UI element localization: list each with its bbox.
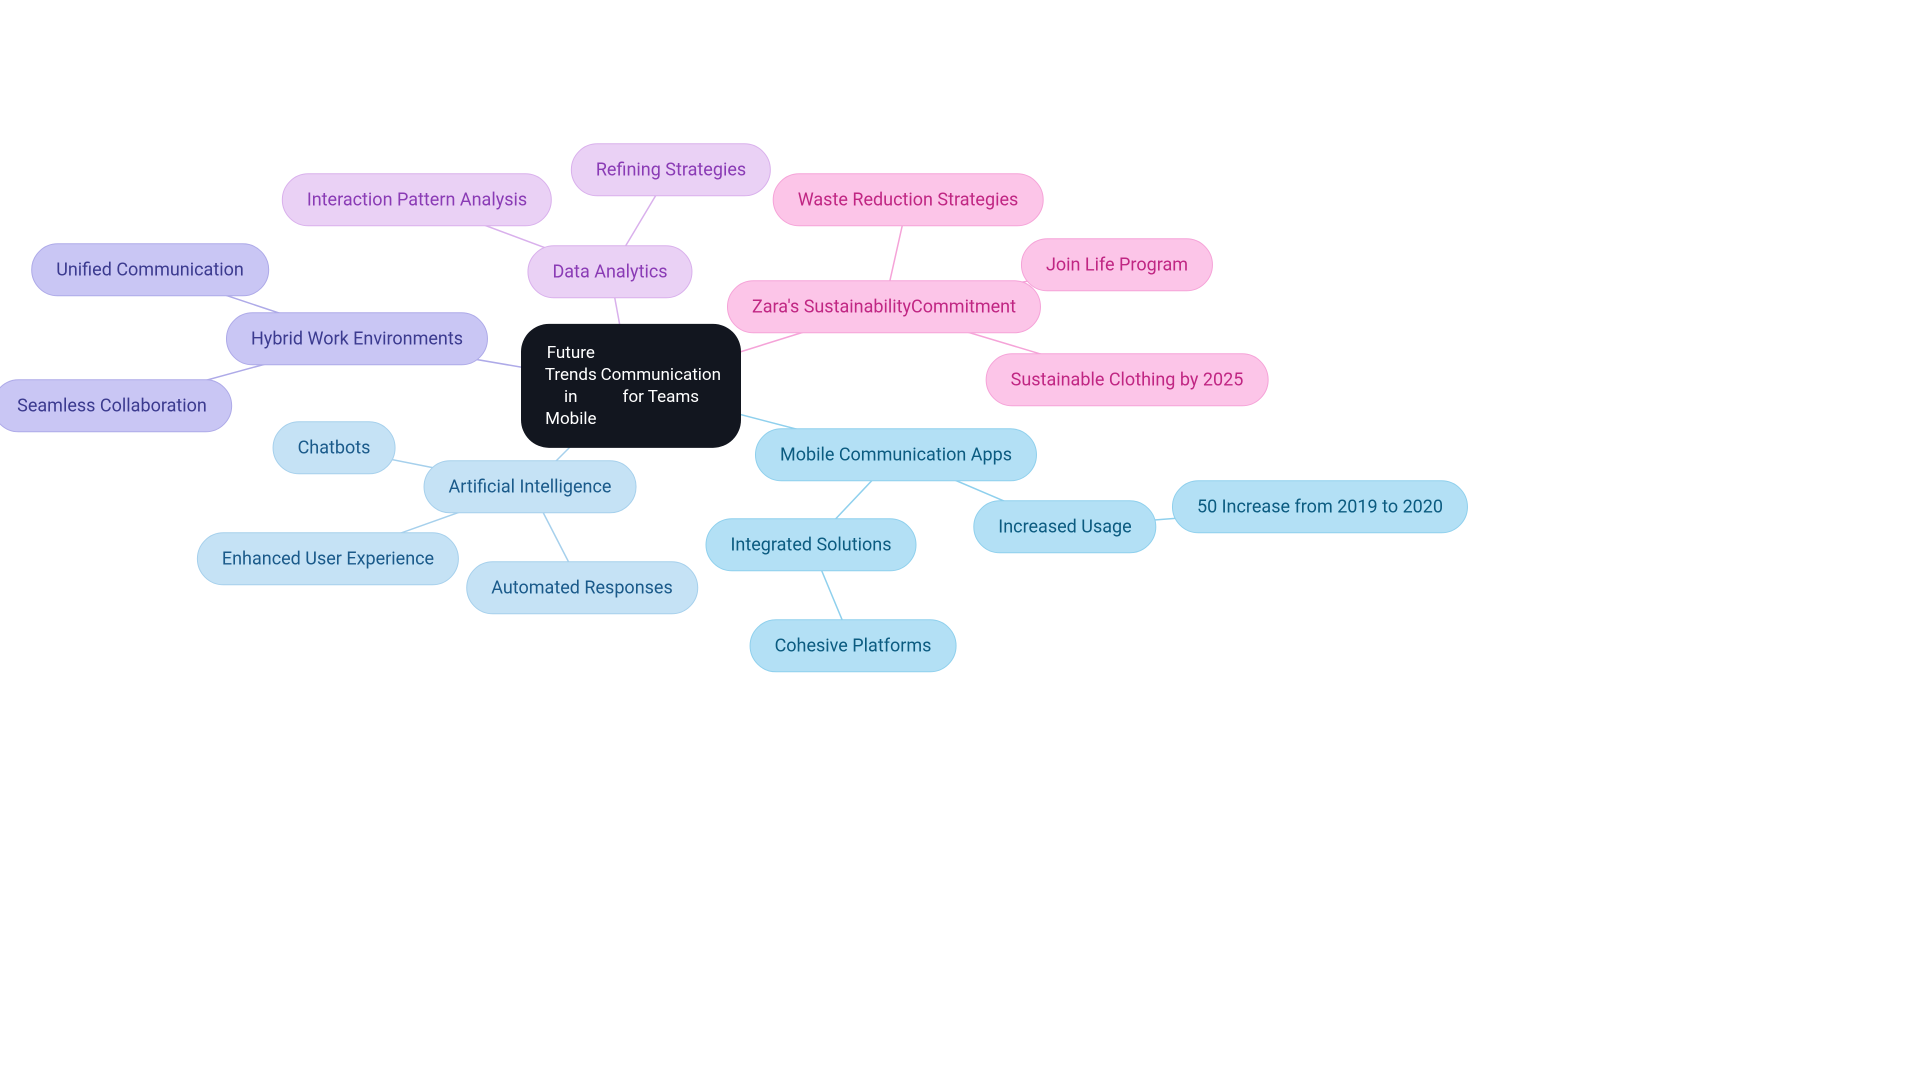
- node-sustainable: Sustainable Clothing by 2025: [986, 353, 1269, 406]
- node-unified: Unified Communication: [31, 243, 269, 296]
- node-zara: Zara's SustainabilityCommitment: [727, 280, 1041, 333]
- node-interaction: Interaction Pattern Analysis: [282, 173, 552, 226]
- node-chatbots: Chatbots: [273, 421, 396, 474]
- node-seamless: Seamless Collaboration: [0, 379, 232, 432]
- node-automated: Automated Responses: [466, 561, 698, 614]
- node-refining: Refining Strategies: [571, 143, 771, 196]
- node-integrated: Integrated Solutions: [706, 518, 917, 571]
- node-hybrid: Hybrid Work Environments: [226, 312, 488, 365]
- node-fifty: 50 Increase from 2019 to 2020: [1172, 480, 1468, 533]
- node-waste: Waste Reduction Strategies: [773, 173, 1044, 226]
- mindmap-canvas: Future Trends in MobileCommunication for…: [0, 0, 1920, 1083]
- node-mobileapps: Mobile Communication Apps: [755, 428, 1037, 481]
- node-usage: Increased Usage: [973, 500, 1156, 553]
- node-analytics: Data Analytics: [527, 245, 692, 298]
- node-cohesive: Cohesive Platforms: [750, 619, 957, 672]
- node-ai: Artificial Intelligence: [424, 460, 637, 513]
- node-ux: Enhanced User Experience: [197, 532, 459, 585]
- node-joinlife: Join Life Program: [1021, 238, 1213, 291]
- node-center: Future Trends in MobileCommunication for…: [521, 324, 741, 448]
